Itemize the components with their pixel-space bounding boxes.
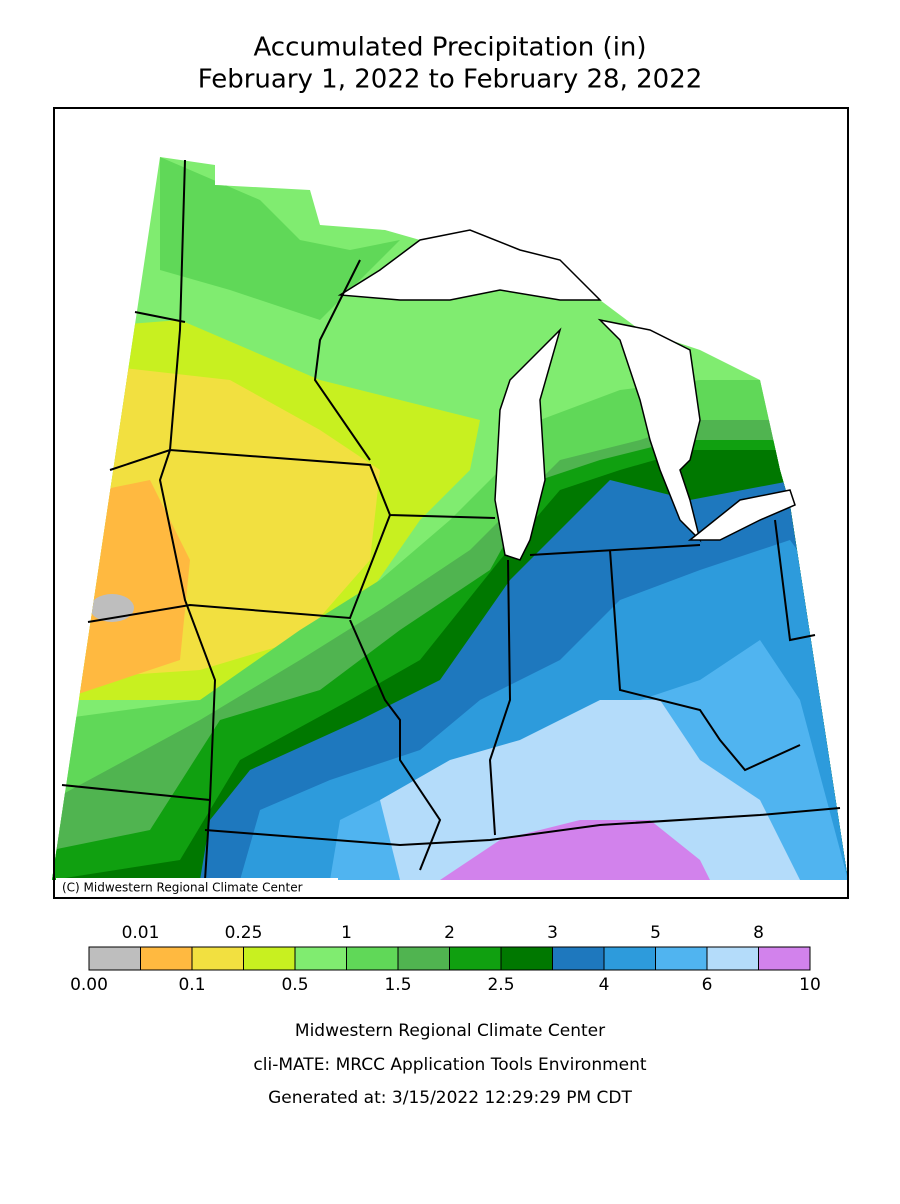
legend-swatch bbox=[140, 946, 193, 971]
legend: 0.01 0.25 1 2 3 5 8 0.00 0.1 0.5 1.5 2.5 4 6 10 bbox=[70, 923, 821, 995]
legend-swatch bbox=[397, 946, 450, 971]
map-credit: (C) Midwestern Regional Climate Center bbox=[62, 881, 303, 895]
legend-swatch bbox=[449, 946, 502, 971]
legend-label: 0.5 bbox=[281, 975, 308, 995]
legend-label: 1 bbox=[341, 923, 352, 943]
legend-label: 0.01 bbox=[122, 923, 160, 943]
legend-label: 4 bbox=[599, 975, 610, 995]
legend-swatch bbox=[500, 946, 553, 971]
legend-swatch bbox=[294, 946, 347, 971]
legend-swatch bbox=[552, 946, 605, 971]
precip-field bbox=[52, 157, 848, 880]
legend-label: 6 bbox=[702, 975, 713, 995]
legend-label: 0.00 bbox=[70, 975, 108, 995]
legend-swatch bbox=[88, 946, 141, 971]
legend-label: 2.5 bbox=[487, 975, 514, 995]
legend-label: 8 bbox=[753, 923, 764, 943]
credit-box bbox=[56, 878, 338, 896]
legend-label: 5 bbox=[650, 923, 661, 943]
legend-swatch bbox=[191, 946, 244, 971]
legend-swatch bbox=[655, 946, 708, 971]
legend-label: 0.25 bbox=[225, 923, 263, 943]
legend-label: 1.5 bbox=[384, 975, 411, 995]
legend-label: 10 bbox=[799, 975, 821, 995]
title-line: February 1, 2022 to February 28, 2022 bbox=[198, 65, 703, 95]
legend-swatch bbox=[603, 946, 656, 971]
legend-swatch bbox=[758, 946, 811, 971]
legend-swatch bbox=[706, 946, 759, 971]
map-frame bbox=[53, 107, 849, 899]
legend-swatch bbox=[243, 946, 296, 971]
footer-line: Generated at: 3/15/2022 12:29:29 PM CDT bbox=[268, 1088, 632, 1108]
title-line: Accumulated Precipitation (in) bbox=[253, 33, 646, 63]
legend-swatch bbox=[346, 946, 399, 971]
footer-line: Midwestern Regional Climate Center bbox=[295, 1021, 605, 1041]
state-lines bbox=[61, 159, 841, 881]
legend-label: 3 bbox=[547, 923, 558, 943]
legend-label: 2 bbox=[444, 923, 455, 943]
lakes bbox=[337, 229, 796, 561]
footer-line: cli-MATE: MRCC Application Tools Environ… bbox=[253, 1055, 646, 1075]
legend-label: 0.1 bbox=[178, 975, 205, 995]
